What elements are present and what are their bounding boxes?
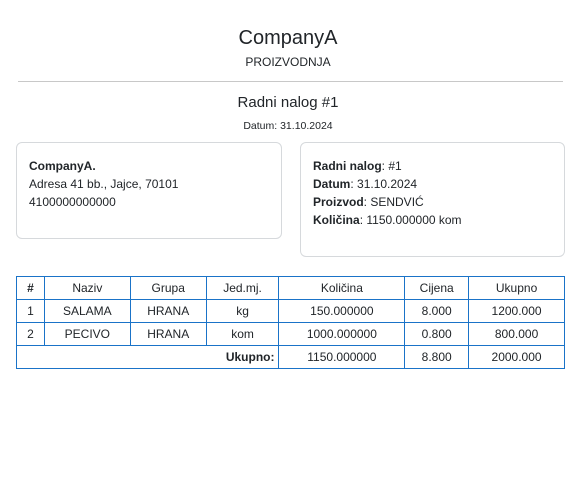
divider bbox=[18, 81, 563, 82]
cell-group: HRANA bbox=[129, 322, 207, 346]
order-quantity-value: 1150.000000 kom bbox=[366, 213, 462, 227]
column-header-group: Grupa bbox=[129, 276, 207, 300]
document-date-label: Datum: bbox=[243, 120, 278, 132]
order-quantity-line: Količina: 1150.000000 kom bbox=[313, 213, 462, 227]
order-number-label: Radni nalog bbox=[313, 159, 382, 173]
company-card: CompanyA. Adresa 41 bb., Jajce, 70101 41… bbox=[16, 142, 282, 239]
cell-number: 1 bbox=[16, 299, 45, 323]
order-date-label: Datum bbox=[313, 177, 351, 191]
order-product-label: Proizvod bbox=[313, 195, 364, 209]
order-product-line: Proizvod: SENDVIĆ bbox=[313, 195, 424, 209]
column-header-unit: Jed.mj. bbox=[205, 276, 280, 300]
document-title: Radni nalog #1 bbox=[237, 94, 339, 111]
company-title: CompanyA bbox=[238, 27, 338, 49]
column-header-total: Ukupno bbox=[468, 276, 565, 300]
total-price: 8.800 bbox=[404, 345, 470, 369]
document-date-value: 31.10.2024 bbox=[280, 120, 333, 132]
total-amount: 2000.000 bbox=[468, 345, 565, 369]
order-card: Radni nalog: #1 Datum: 31.10.2024 Proizv… bbox=[300, 142, 565, 257]
column-header-price: Cijena bbox=[404, 276, 470, 300]
total-label-text: Ukupno bbox=[225, 350, 271, 364]
total-quantity: 1150.000000 bbox=[278, 345, 406, 369]
cell-name: SALAMA bbox=[43, 299, 131, 323]
cell-number: 2 bbox=[16, 322, 45, 346]
column-header-name: Naziv bbox=[43, 276, 131, 300]
column-header-quantity: Količina bbox=[278, 276, 406, 300]
table-header-row: # Naziv Grupa Jed.mj. Količina Cijena Uk… bbox=[16, 276, 565, 300]
company-name: CompanyA. bbox=[29, 159, 96, 173]
table-row: 1 SALAMA HRANA kg 150.000000 8.000 1200.… bbox=[16, 299, 565, 323]
cell-total: 1200.000 bbox=[468, 299, 565, 323]
cell-unit: kg bbox=[205, 299, 280, 323]
order-quantity-label: Količina bbox=[313, 213, 360, 227]
order-number-value: #1 bbox=[388, 159, 402, 173]
cell-group: HRANA bbox=[129, 299, 207, 323]
cell-name: PECIVO bbox=[43, 322, 131, 346]
cell-price: 0.800 bbox=[404, 322, 470, 346]
total-label: Ukupno: bbox=[15, 345, 280, 369]
items-table: # Naziv Grupa Jed.mj. Količina Cijena Uk… bbox=[15, 276, 565, 369]
cell-quantity: 1000.000000 bbox=[278, 322, 406, 346]
column-header-number: # bbox=[16, 276, 45, 300]
cell-price: 8.000 bbox=[404, 299, 470, 323]
table-total-row: Ukupno: 1150.000000 8.800 2000.000 bbox=[15, 345, 565, 369]
department-label: PROIZVODNJA bbox=[245, 55, 331, 69]
cell-unit: kom bbox=[205, 322, 280, 346]
order-date-line: Datum: 31.10.2024 bbox=[313, 177, 418, 191]
order-date-value: 31.10.2024 bbox=[357, 177, 418, 191]
table-row: 2 PECIVO HRANA kom 1000.000000 0.800 800… bbox=[16, 322, 565, 346]
company-address: Adresa 41 bb., Jajce, 70101 bbox=[29, 177, 179, 191]
document-date: Datum: 31.10.2024 bbox=[0, 120, 576, 133]
order-product-value: SENDVIĆ bbox=[370, 195, 424, 209]
order-number-line: Radni nalog: #1 bbox=[313, 159, 402, 173]
cell-quantity: 150.000000 bbox=[278, 299, 406, 323]
cell-total: 800.000 bbox=[468, 322, 565, 346]
company-id-number: 4100000000000 bbox=[29, 195, 116, 209]
